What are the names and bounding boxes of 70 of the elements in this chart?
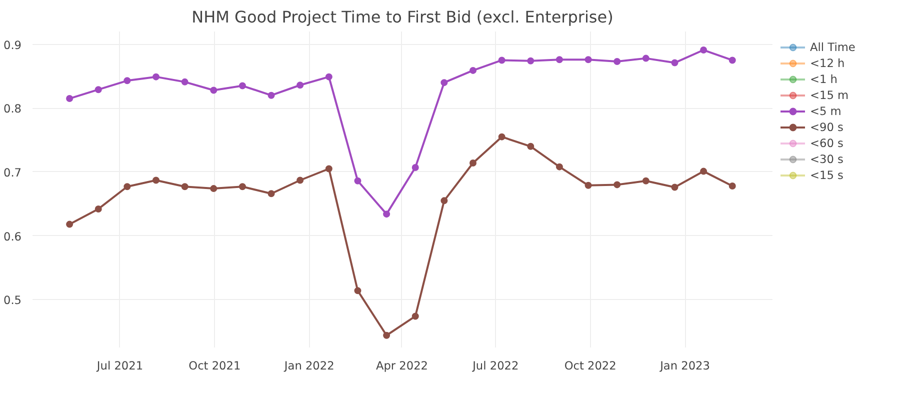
- x-tick-label: Apr 2022: [376, 358, 428, 372]
- point: [238, 82, 246, 90]
- point: [94, 205, 102, 212]
- legend-label: <90 s: [810, 119, 844, 135]
- y-tick-label: 0.8: [3, 102, 22, 116]
- point: [94, 86, 102, 94]
- point: [210, 185, 218, 192]
- legend-label: <60 s: [810, 135, 844, 151]
- point: [470, 66, 476, 74]
- point: [296, 82, 304, 89]
- point: [354, 287, 362, 294]
- point: [527, 57, 534, 64]
- point: [412, 164, 419, 171]
- point: [498, 133, 506, 140]
- point: [210, 86, 218, 94]
- legend-label: <12 h: [810, 55, 845, 71]
- chart-title: NHM Good Project Time to First Bid (excl. Enterprise): [192, 8, 614, 26]
- point: [354, 177, 362, 184]
- y-tick-label: 0.9: [3, 38, 22, 52]
- point: [325, 73, 332, 80]
- point: [556, 163, 563, 170]
- x-tick-label: Jul 2021: [96, 358, 144, 372]
- point: [470, 160, 476, 166]
- x-tick-label: Oct 2022: [564, 358, 616, 372]
- point: [556, 56, 563, 64]
- point: [728, 182, 736, 190]
- point: [498, 56, 506, 64]
- point: [124, 77, 131, 84]
- x-tick-label: Jan 2023: [659, 358, 710, 372]
- legend-label: <15 s: [810, 167, 844, 183]
- point: [268, 92, 275, 99]
- point: [440, 79, 448, 86]
- point: [440, 197, 448, 204]
- point: [700, 168, 708, 175]
- y-tick-label: 0.6: [3, 229, 22, 244]
- point: [728, 56, 736, 64]
- legend-label: <5 m: [810, 103, 842, 119]
- x-tick-label: Oct 2021: [188, 358, 241, 372]
- point: [325, 165, 332, 172]
- point: [152, 176, 160, 184]
- point: [152, 73, 160, 80]
- point: [181, 78, 188, 86]
- point: [66, 95, 74, 102]
- point: [671, 184, 678, 191]
- point: [268, 190, 275, 198]
- y-tick-label: 0.5: [3, 293, 22, 308]
- y-tick-label: 0.7: [3, 165, 22, 180]
- point: [642, 54, 650, 62]
- point: [296, 176, 304, 184]
- point: [383, 332, 390, 339]
- point: [614, 58, 621, 65]
- point: [238, 183, 246, 190]
- x-tick-label: Jan 2022: [283, 358, 334, 372]
- point: [700, 46, 708, 54]
- point: [412, 312, 419, 320]
- point: [584, 56, 592, 64]
- point: [66, 220, 74, 228]
- point: [527, 142, 534, 150]
- legend-label: All Time: [810, 39, 856, 55]
- point: [181, 183, 188, 190]
- x-tick-label: Jul 2022: [472, 358, 519, 372]
- point: [383, 210, 390, 218]
- point: [584, 182, 592, 189]
- point: [642, 177, 650, 184]
- point: [124, 183, 131, 190]
- legend-label: <15 m: [810, 87, 849, 103]
- legend-label: <30 s: [810, 151, 844, 167]
- legend-label: <1 h: [810, 71, 838, 87]
- point: [671, 59, 678, 66]
- point: [614, 181, 621, 188]
